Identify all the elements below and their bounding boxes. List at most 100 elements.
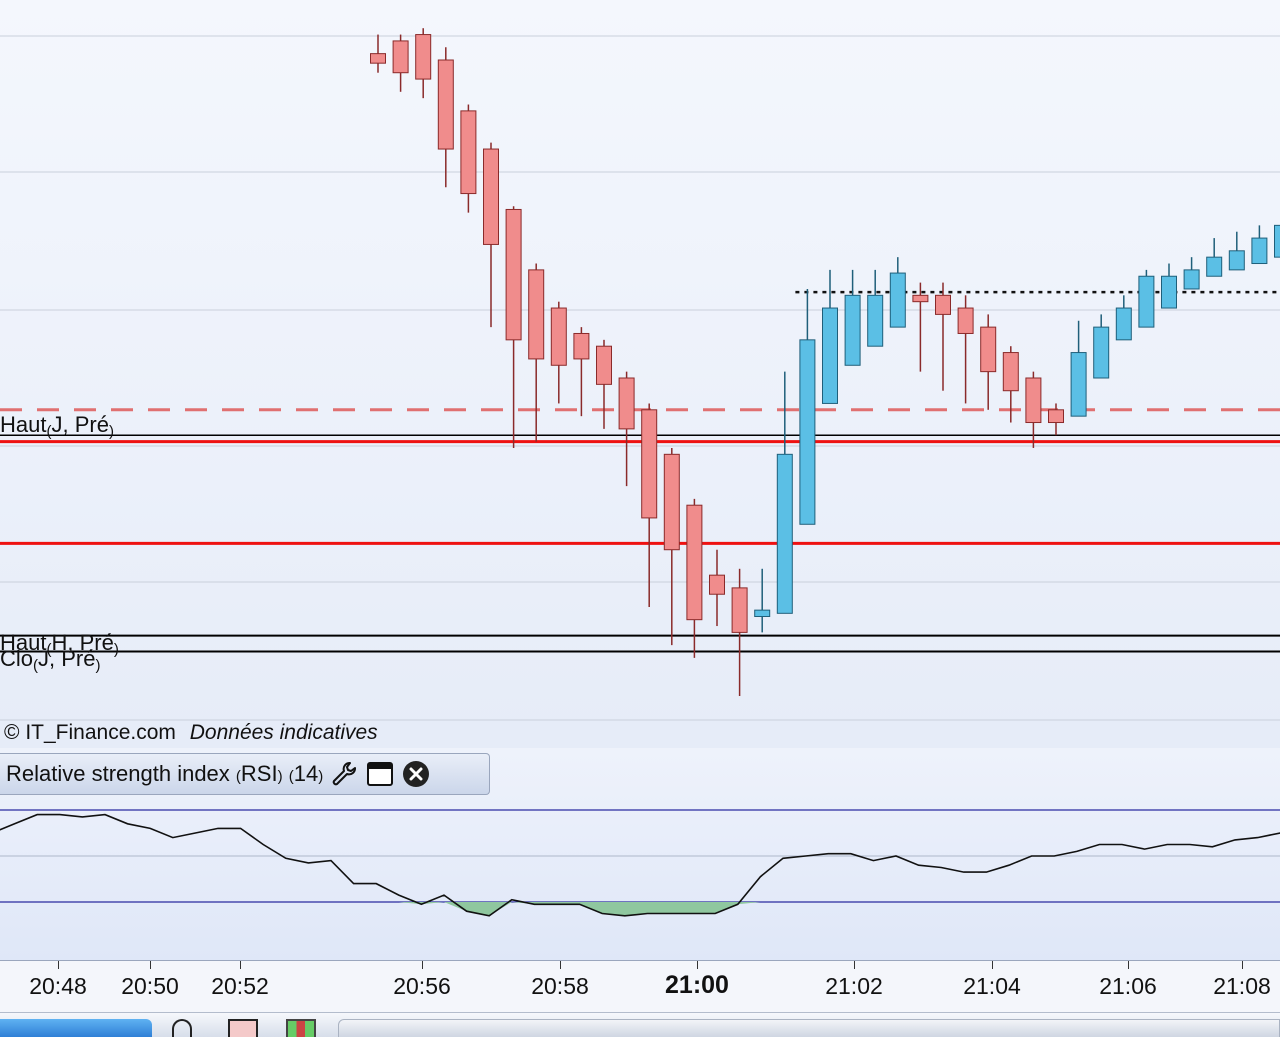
time-tick-label-6: 21:02	[825, 973, 883, 1000]
time-tick-mark-2	[240, 961, 241, 969]
candle-21	[845, 270, 860, 365]
candle-26	[958, 295, 973, 403]
candle-3	[438, 47, 453, 187]
time-tick-mark-1	[150, 961, 151, 969]
candle-14	[687, 499, 702, 658]
time-tick-mark-4	[560, 961, 561, 969]
rsi-paren-close-2: )	[318, 768, 323, 785]
time-tick-label-2: 20:52	[211, 973, 269, 1000]
copyright-site: IT_Finance.com	[25, 721, 176, 744]
rsi-indicator-header[interactable]: Relative strength index (RSI) (14)	[0, 753, 490, 795]
candle-36	[1184, 257, 1199, 289]
wrench-icon[interactable]	[329, 759, 359, 789]
candle-19	[800, 289, 815, 524]
time-tick-label-9: 21:08	[1213, 973, 1271, 1000]
price-chart[interactable]: Haut(J, Pré)Haut(H, Pré)Clo(J, Pré) © IT…	[0, 0, 1280, 748]
candle-body-33	[1116, 308, 1131, 340]
candle-body-14	[687, 505, 702, 619]
level-label-sub-2: J, Pré	[38, 646, 95, 671]
candle-8	[551, 302, 566, 404]
time-tick-label-5: 21:00	[665, 971, 729, 1000]
candle-body-37	[1207, 257, 1222, 276]
candle-23	[890, 257, 905, 327]
candle-33	[1116, 295, 1131, 340]
candle-38	[1229, 232, 1244, 270]
bottom-tab-button[interactable]	[0, 1019, 152, 1037]
level-label-main-0: Haut	[0, 412, 46, 437]
rsi-indicator-title: Relative strength index (RSI) (14)	[6, 761, 323, 787]
candle-18	[777, 372, 792, 614]
level-label-sub-0: J, Pré	[51, 412, 108, 437]
candle-body-12	[642, 410, 657, 518]
candle-body-28	[1003, 353, 1018, 391]
candle-40	[1275, 219, 1280, 257]
copyright-symbol: ©	[4, 721, 19, 744]
candle-body-8	[551, 308, 566, 365]
candle-body-4	[461, 111, 476, 194]
candle-body-27	[981, 327, 996, 372]
candle-17	[755, 569, 770, 633]
candle-body-11	[619, 378, 634, 429]
candlestick-chart[interactable]: Haut(J, Pré)Haut(H, Pré)Clo(J, Pré)	[0, 0, 1280, 748]
candle-body-38	[1229, 251, 1244, 270]
window-icon[interactable]	[365, 759, 395, 789]
rsi-period: 14	[294, 761, 318, 786]
candle-body-21	[845, 295, 860, 365]
candle-body-15	[710, 575, 725, 594]
candle-body-10	[597, 346, 612, 384]
price-grid	[0, 36, 1280, 720]
candle-body-6	[506, 209, 521, 339]
candle-body-7	[529, 270, 544, 359]
rsi-bands	[0, 810, 1280, 902]
level-label-paren-close-2: )	[95, 657, 100, 674]
rsi-paren-close-1: )	[278, 768, 283, 785]
candle-body-1	[393, 41, 408, 73]
scroll-area[interactable]	[338, 1019, 1280, 1037]
candle-6	[506, 206, 521, 448]
close-icon[interactable]	[401, 759, 431, 789]
candle-body-17	[755, 610, 770, 616]
candle-35	[1162, 264, 1177, 309]
bar-chart-icon[interactable]	[286, 1019, 316, 1037]
candle-body-32	[1094, 327, 1109, 378]
time-tick-label-0: 20:48	[29, 973, 87, 1000]
level-label-2: Clo(J, Pré)	[0, 646, 100, 674]
candle-0	[371, 35, 386, 73]
candle-body-26	[958, 308, 973, 333]
rsi-series-line	[0, 815, 1280, 916]
pin-icon[interactable]	[172, 1019, 192, 1037]
candle-30	[1049, 403, 1064, 435]
candle-24	[913, 283, 928, 372]
candle-body-23	[890, 273, 905, 327]
rsi-line	[0, 815, 1280, 916]
candle-4	[461, 105, 476, 213]
candle-body-31	[1071, 353, 1086, 417]
rsi-name: Relative strength index	[6, 761, 230, 786]
candle-15	[710, 550, 725, 626]
candle-7	[529, 264, 544, 442]
candle-22	[868, 270, 883, 346]
candle-11	[619, 372, 634, 486]
time-tick-label-4: 20:58	[531, 973, 589, 1000]
rsi-abbrev: RSI	[241, 761, 278, 786]
candle-20	[823, 270, 838, 404]
time-tick-label-8: 21:06	[1099, 973, 1157, 1000]
time-tick-mark-8	[1128, 961, 1129, 969]
candle-31	[1071, 321, 1086, 416]
candle-body-20	[823, 308, 838, 403]
candle-39	[1252, 225, 1267, 263]
candle-body-25	[936, 295, 951, 314]
candle-9	[574, 327, 589, 416]
bottom-toolbar	[0, 1012, 1280, 1037]
copyright-notice: © IT_Finance.com Données indicatives	[4, 721, 378, 745]
candle-body-22	[868, 295, 883, 346]
candle-2	[416, 28, 431, 98]
candle-37	[1207, 238, 1222, 276]
candle-body-30	[1049, 410, 1064, 423]
time-tick-mark-6	[854, 961, 855, 969]
candle-body-16	[732, 588, 747, 633]
crossed-chart-icon[interactable]	[228, 1019, 258, 1037]
candle-body-34	[1139, 276, 1154, 327]
candle-body-9	[574, 333, 589, 358]
